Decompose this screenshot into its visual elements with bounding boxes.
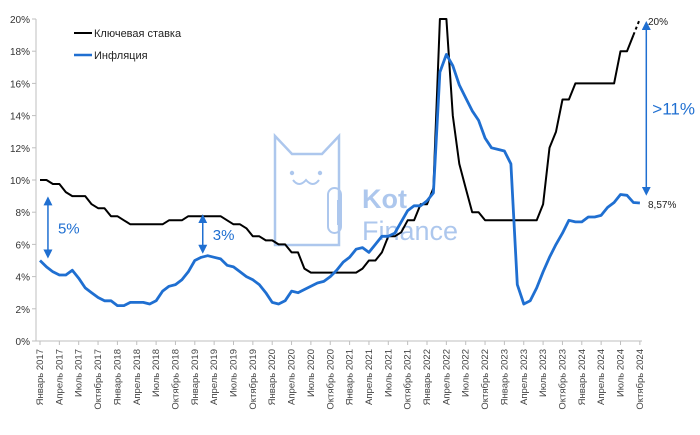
cat-logo-icon: [273, 132, 341, 247]
annotations: 5% 3% >11% 20% 8,57%: [43, 17, 695, 259]
x-tick-label: Апрель 2021: [364, 349, 375, 405]
inflation-line: [39, 53, 641, 307]
y-tick-label: 16%: [10, 79, 30, 90]
y-tick-label: 10%: [10, 176, 30, 187]
gap-label: 5%: [58, 220, 80, 237]
x-tick-label: Июль 2017: [74, 349, 85, 397]
x-tick-label: Январь 2017: [35, 349, 46, 405]
x-tick-label: Июль 2018: [151, 349, 162, 397]
x-tick-label: Апрель 2020: [287, 349, 298, 405]
key-rate-line: [40, 18, 635, 274]
legend-label-inflation: Инфляция: [94, 50, 148, 62]
x-tick-label: Октябрь 2024: [635, 349, 646, 410]
x-tick-label: Январь 2018: [112, 349, 123, 405]
gap-label: >11%: [652, 99, 695, 118]
x-tick-label: Октябрь 2018: [170, 349, 181, 410]
y-tick-label: 4%: [16, 273, 31, 284]
x-tick-label: Апрель 2019: [209, 349, 220, 405]
x-tick-label: Июль 2019: [229, 349, 240, 397]
series-layer: [39, 18, 641, 307]
x-tick-label: Январь 2019: [190, 349, 201, 405]
x-tick-label: Июль 2020: [306, 349, 317, 397]
x-tick-label: Июль 2024: [616, 349, 627, 397]
x-tick-label: Январь 2023: [499, 349, 510, 405]
end-label-inflation: 8,57%: [648, 200, 676, 211]
x-tick-label: Январь 2021: [345, 349, 356, 405]
x-tick-label: Июль 2022: [461, 349, 472, 397]
x-tick-label: Октябрь 2021: [403, 349, 414, 410]
end-label-key-rate: 20%: [648, 17, 668, 28]
x-tick-label: Июль 2021: [383, 349, 394, 397]
x-tick-label: Октябрь 2017: [93, 349, 104, 410]
y-tick-label: 18%: [10, 47, 30, 58]
y-tick-label: 8%: [16, 208, 31, 219]
watermark-kot: Kot: [362, 184, 407, 214]
legend-label-key-rate: Ключевая ставка: [94, 28, 182, 40]
y-tick-label: 14%: [10, 112, 30, 123]
x-tick-label: Январь 2022: [422, 349, 433, 405]
y-tick-label: 12%: [10, 144, 30, 155]
x-tick-label: Январь 2020: [267, 349, 278, 405]
legend: Ключевая ставка Инфляция: [74, 28, 182, 62]
x-tick-label: Апрель 2017: [54, 349, 65, 405]
y-tick-label: 0%: [16, 337, 31, 348]
x-tick-label: Январь 2024: [577, 349, 588, 405]
axes: 0% 2% 4% 6% 8% 10% 12% 14% 16% 18% 20% Январь 2017 А…: [10, 15, 646, 410]
kot-finance-watermark: Kot Finance: [273, 132, 458, 247]
x-tick-label: Октябрь 2019: [248, 349, 259, 410]
x-tick-label: Октябрь 2022: [480, 349, 491, 410]
gap-label: 3%: [213, 227, 235, 244]
y-tick-label: 20%: [10, 15, 30, 26]
x-tick-label: Апрель 2023: [519, 349, 530, 405]
y-tick-label: 6%: [16, 240, 31, 251]
x-tick-label: Апрель 2024: [596, 349, 607, 405]
x-tick-label: Апрель 2022: [441, 349, 452, 405]
x-tick-label: Июль 2023: [538, 349, 549, 397]
y-tick-label: 2%: [16, 305, 31, 316]
x-tick-label: Октябрь 2020: [325, 349, 336, 410]
key-rate-line-dashed-segment: [632, 18, 641, 36]
x-tick-label: Апрель 2018: [132, 349, 143, 405]
x-tick-label: Октябрь 2023: [557, 349, 568, 410]
